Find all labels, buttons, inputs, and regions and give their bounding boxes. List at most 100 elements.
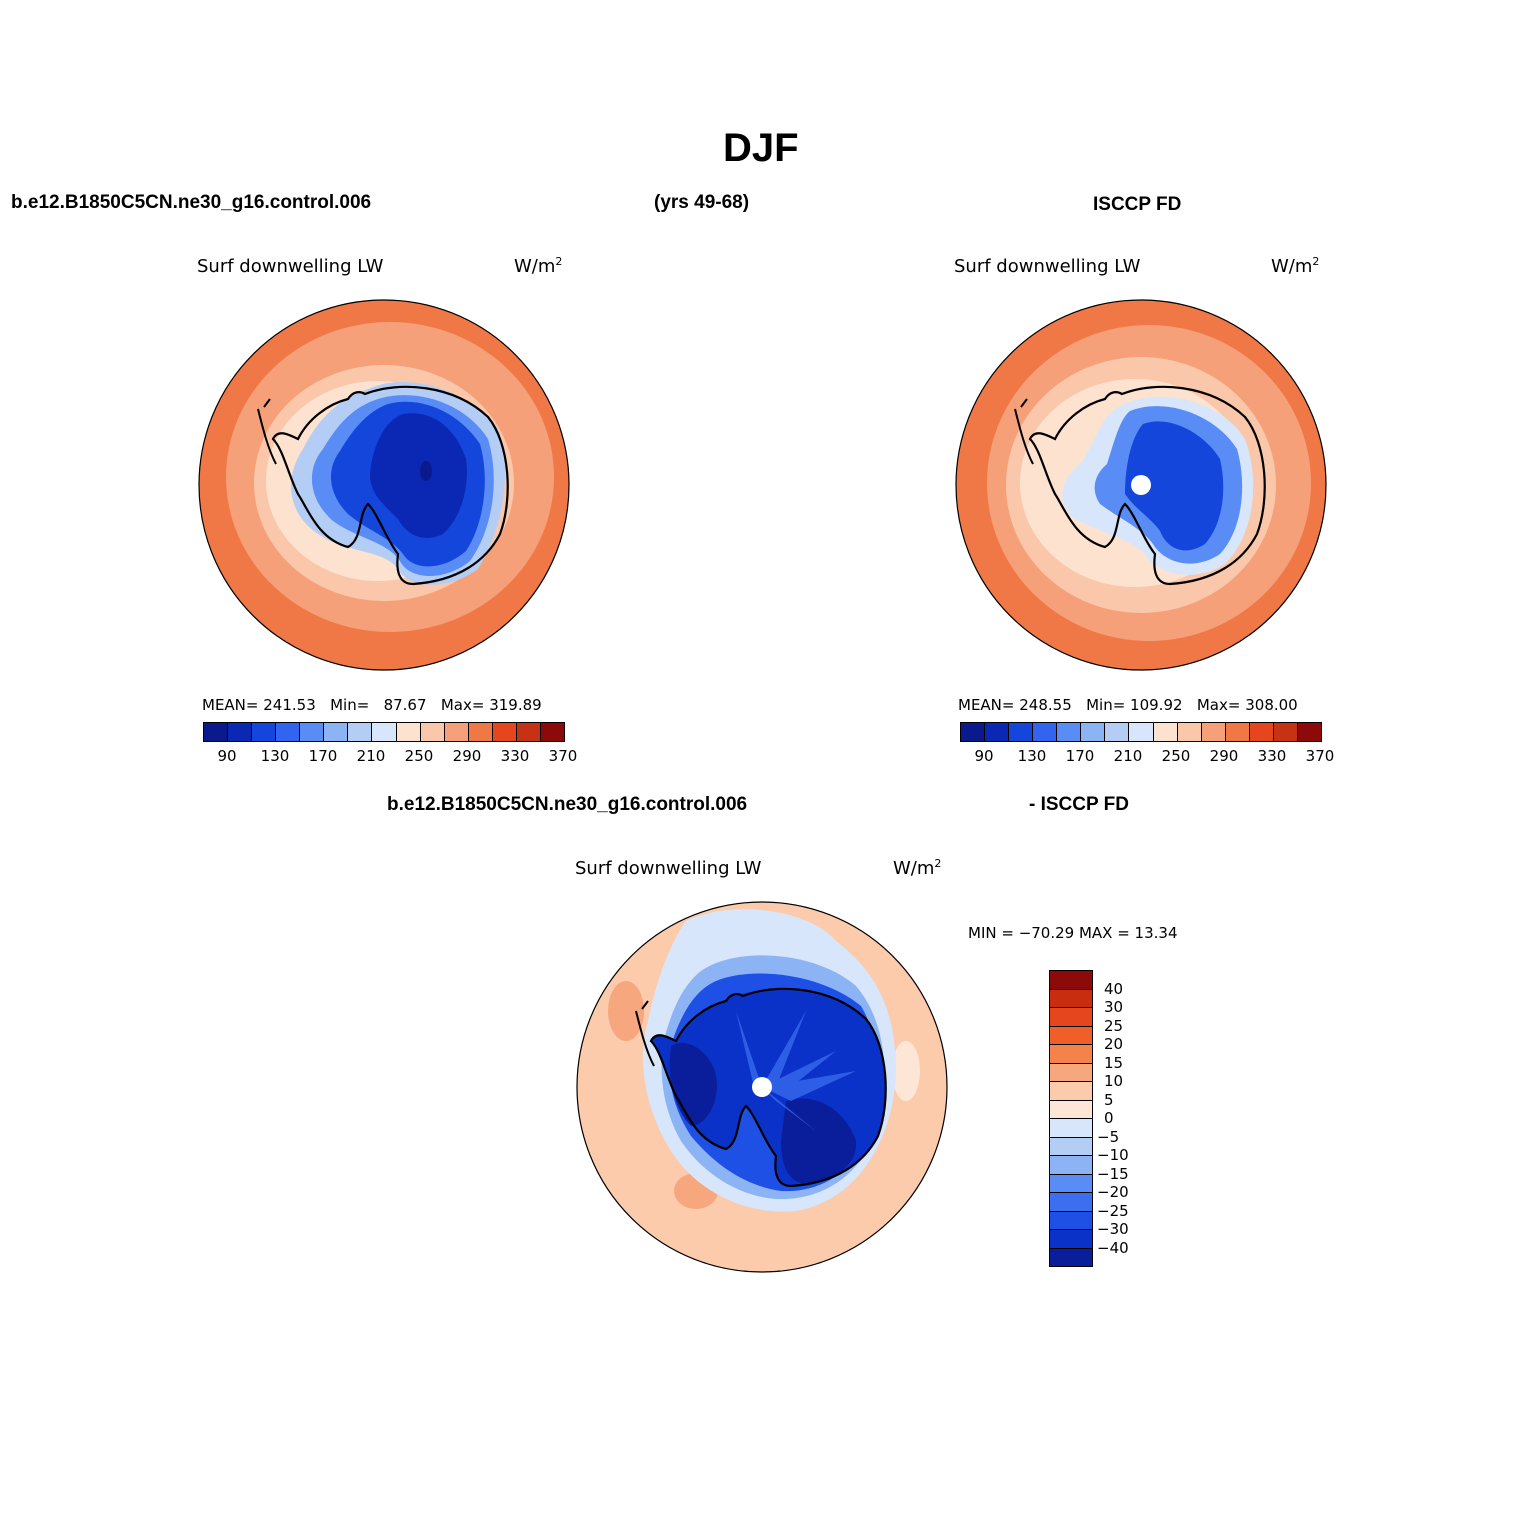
colorbar-swatch <box>1009 723 1034 741</box>
colorbar-swatch <box>324 723 349 741</box>
diff-colorbar-swatch <box>1050 1174 1092 1193</box>
diff-band-minus40-a <box>781 1098 857 1183</box>
model-stats: MEAN= 241.53 Min= 87.67 Max= 319.89 <box>202 696 542 714</box>
colorbar-swatch <box>420 723 445 741</box>
diff-pole-hole <box>752 1077 772 1097</box>
model-min-label: Min= <box>330 696 370 714</box>
colorbar-tick-label: 90 <box>974 747 994 765</box>
diff-colorbar-label: 40 <box>1104 979 1124 998</box>
diff-colorbar-swatch <box>1050 1026 1092 1045</box>
obs-map <box>955 299 1327 671</box>
diff-colorbar-label: 15 <box>1104 1053 1124 1072</box>
model-panel-units: W/m2 <box>514 255 562 277</box>
colorbar-swatch <box>300 723 325 741</box>
colorbar-swatch <box>985 723 1010 741</box>
colorbar-swatch <box>348 723 373 741</box>
diff-colorbar-swatch <box>1050 1008 1092 1027</box>
colorbar-swatch <box>444 723 469 741</box>
colorbar-tick-label: 210 <box>1113 747 1143 765</box>
obs-min-label: Min= <box>1086 696 1126 714</box>
diff-colorbar-swatch <box>1050 1211 1092 1230</box>
colorbar-tick-label: 250 <box>404 747 434 765</box>
colorbar-tick-label: 290 <box>452 747 482 765</box>
diff-colorbar-label: 20 <box>1104 1035 1124 1053</box>
diff-colorbar-label: −15 <box>1097 1164 1129 1183</box>
colorbar-tick-label: 370 <box>548 747 578 765</box>
obs-colorbar <box>960 722 1322 742</box>
diff-obs-name: - ISCCP FD <box>1029 794 1129 815</box>
diff-colorbar-swatch <box>1050 989 1092 1008</box>
colorbar-swatch <box>276 723 301 741</box>
model-coastline <box>271 385 509 586</box>
colorbar-swatch <box>1153 723 1178 741</box>
obs-stats: MEAN= 248.55 Min= 109.92 Max= 308.00 <box>958 696 1298 714</box>
colorbar-swatch <box>961 723 986 741</box>
model-map <box>198 299 570 671</box>
obs-pole-hole <box>1131 475 1151 495</box>
colorbar-swatch <box>492 723 517 741</box>
model-colorbar <box>203 722 565 742</box>
colorbar-tick-label: 370 <box>1305 747 1335 765</box>
diff-units-base: W/m <box>893 858 935 879</box>
diff-colorbar-swatch <box>1050 1230 1092 1249</box>
colorbar-swatch <box>1081 723 1106 741</box>
colorbar-swatch <box>1105 723 1130 741</box>
colorbar-tick-label: 290 <box>1209 747 1239 765</box>
model-map-border <box>198 299 570 671</box>
years-label: (yrs 49-68) <box>654 192 750 213</box>
diff-peninsula <box>635 1000 655 1067</box>
model-mean-label: MEAN= <box>202 696 259 714</box>
diff-colorbar <box>1049 970 1093 1267</box>
colorbar-swatch <box>516 723 541 741</box>
diff-colorbar-label: −40 <box>1097 1238 1129 1257</box>
colorbar-tick-label: 90 <box>217 747 237 765</box>
colorbar-swatch <box>540 723 564 741</box>
diff-colorbar-label: −20 <box>1097 1183 1129 1201</box>
obs-panel-title: Surf downwelling LW <box>954 256 1141 277</box>
colorbar-tick-label: 330 <box>500 747 530 765</box>
case-name: b.e12.B1850C5CN.ne30_g16.control.006 <box>11 192 372 213</box>
colorbar-swatch <box>1057 723 1082 741</box>
diff-warm-patch-2 <box>608 981 644 1041</box>
colorbar-swatch <box>228 723 253 741</box>
diff-colorbar-label: 5 <box>1104 1090 1114 1109</box>
diff-colorbar-label: −10 <box>1097 1146 1129 1164</box>
obs-map-border <box>955 299 1327 671</box>
diff-colorbar-label: −30 <box>1097 1220 1129 1238</box>
colorbar-tick-label: 210 <box>356 747 386 765</box>
diff-colorbar-swatch <box>1050 1082 1092 1101</box>
obs-band-130 <box>1125 421 1224 551</box>
colorbar-tick-label: 170 <box>1065 747 1095 765</box>
diff-map <box>576 901 948 1273</box>
colorbar-swatch <box>252 723 277 741</box>
colorbar-swatch <box>1297 723 1321 741</box>
diff-units-sup: 2 <box>934 857 942 870</box>
diff-minmax: MIN = −70.29 MAX = 13.34 <box>968 924 1178 942</box>
diff-neutral-patch <box>892 1041 920 1101</box>
model-panel-title: Surf downwelling LW <box>197 256 384 277</box>
model-max-value: 319.89 <box>489 696 542 714</box>
colorbar-tick-label: 330 <box>1257 747 1287 765</box>
colorbar-swatch <box>204 723 229 741</box>
diff-colorbar-label: −5 <box>1097 1127 1120 1146</box>
model-max-label: Max= <box>440 696 485 714</box>
model-peninsula <box>257 398 277 465</box>
diff-colorbar-label: 25 <box>1104 1016 1124 1035</box>
colorbar-tick-label: 130 <box>260 747 290 765</box>
obs-coastline <box>1028 385 1266 586</box>
diff-colorbar-label: 10 <box>1104 1072 1124 1090</box>
diff-map-border <box>576 901 948 1273</box>
colorbar-swatch <box>468 723 493 741</box>
diff-colorbar-swatch <box>1050 1137 1092 1156</box>
colorbar-swatch <box>1249 723 1274 741</box>
model-band-110 <box>370 413 467 539</box>
colorbar-swatch <box>396 723 421 741</box>
obs-units-sup: 2 <box>1312 255 1320 268</box>
diff-radial-streaks <box>736 1011 856 1131</box>
model-min-spot <box>420 461 432 481</box>
colorbar-swatch <box>1273 723 1298 741</box>
model-units-sup: 2 <box>555 255 563 268</box>
obs-min-value: 109.92 <box>1130 696 1183 714</box>
page-title: DJF <box>723 126 799 170</box>
obs-max-label: Max= <box>1196 696 1241 714</box>
